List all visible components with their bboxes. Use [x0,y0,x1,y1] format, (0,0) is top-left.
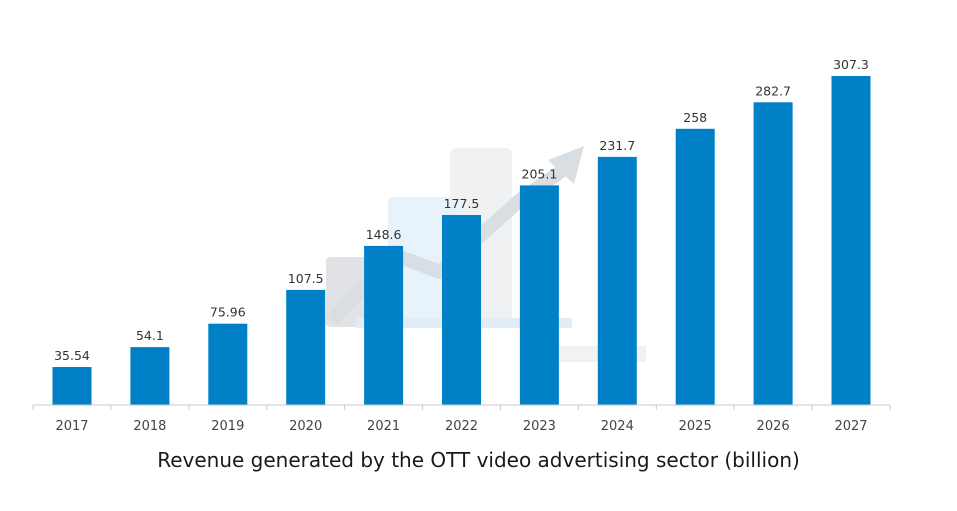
bar-2019 [208,323,248,405]
x-tick-label-2027: 2027 [834,419,867,434]
x-tick-label-2025: 2025 [679,419,712,434]
bar-2020 [286,289,326,405]
x-tick-label-2022: 2022 [445,419,478,434]
bar-2025 [675,128,715,406]
data-label-2019: 75.96 [210,305,246,320]
data-label-2024: 231.7 [599,138,635,153]
bar-2027 [831,76,871,405]
x-tick-label-2018: 2018 [133,419,166,434]
data-label-2017: 35.54 [54,348,90,363]
x-tick-label-2024: 2024 [601,419,634,434]
data-label-2026: 282.7 [755,83,791,98]
x-tick-label-2021: 2021 [367,419,400,434]
x-tick-label-2017: 2017 [55,419,88,434]
data-label-2021: 148.6 [366,227,402,242]
bar-2017 [52,367,92,405]
bar-2023 [519,185,559,405]
bars-layer: 35.54 54.1 75.96 107.5 148.6 177.5 205.1 231.7 2… [52,57,871,406]
chart-title: Revenue generated by the OTT video adver… [157,448,800,472]
bar-2018 [130,347,170,405]
data-label-2027: 307.3 [833,57,869,72]
data-label-2023: 205.1 [522,166,558,181]
x-tick-label-2019: 2019 [211,419,244,434]
bar-2021 [364,245,404,405]
data-label-2025: 258 [683,110,707,125]
bar-2026 [753,102,793,406]
bar-2022 [442,215,481,405]
data-label-2022: 177.5 [444,196,480,211]
data-label-2020: 107.5 [288,271,324,286]
x-axis-ticks: 2017 2018 2019 2020 2021 2022 2023 2024 2025 2026… [32,405,891,434]
x-tick-label-2026: 2026 [757,419,790,434]
x-tick-label-2023: 2023 [523,419,556,434]
bar-2024 [597,156,637,405]
data-label-2018: 54.1 [136,328,164,343]
x-tick-label-2020: 2020 [289,419,322,434]
